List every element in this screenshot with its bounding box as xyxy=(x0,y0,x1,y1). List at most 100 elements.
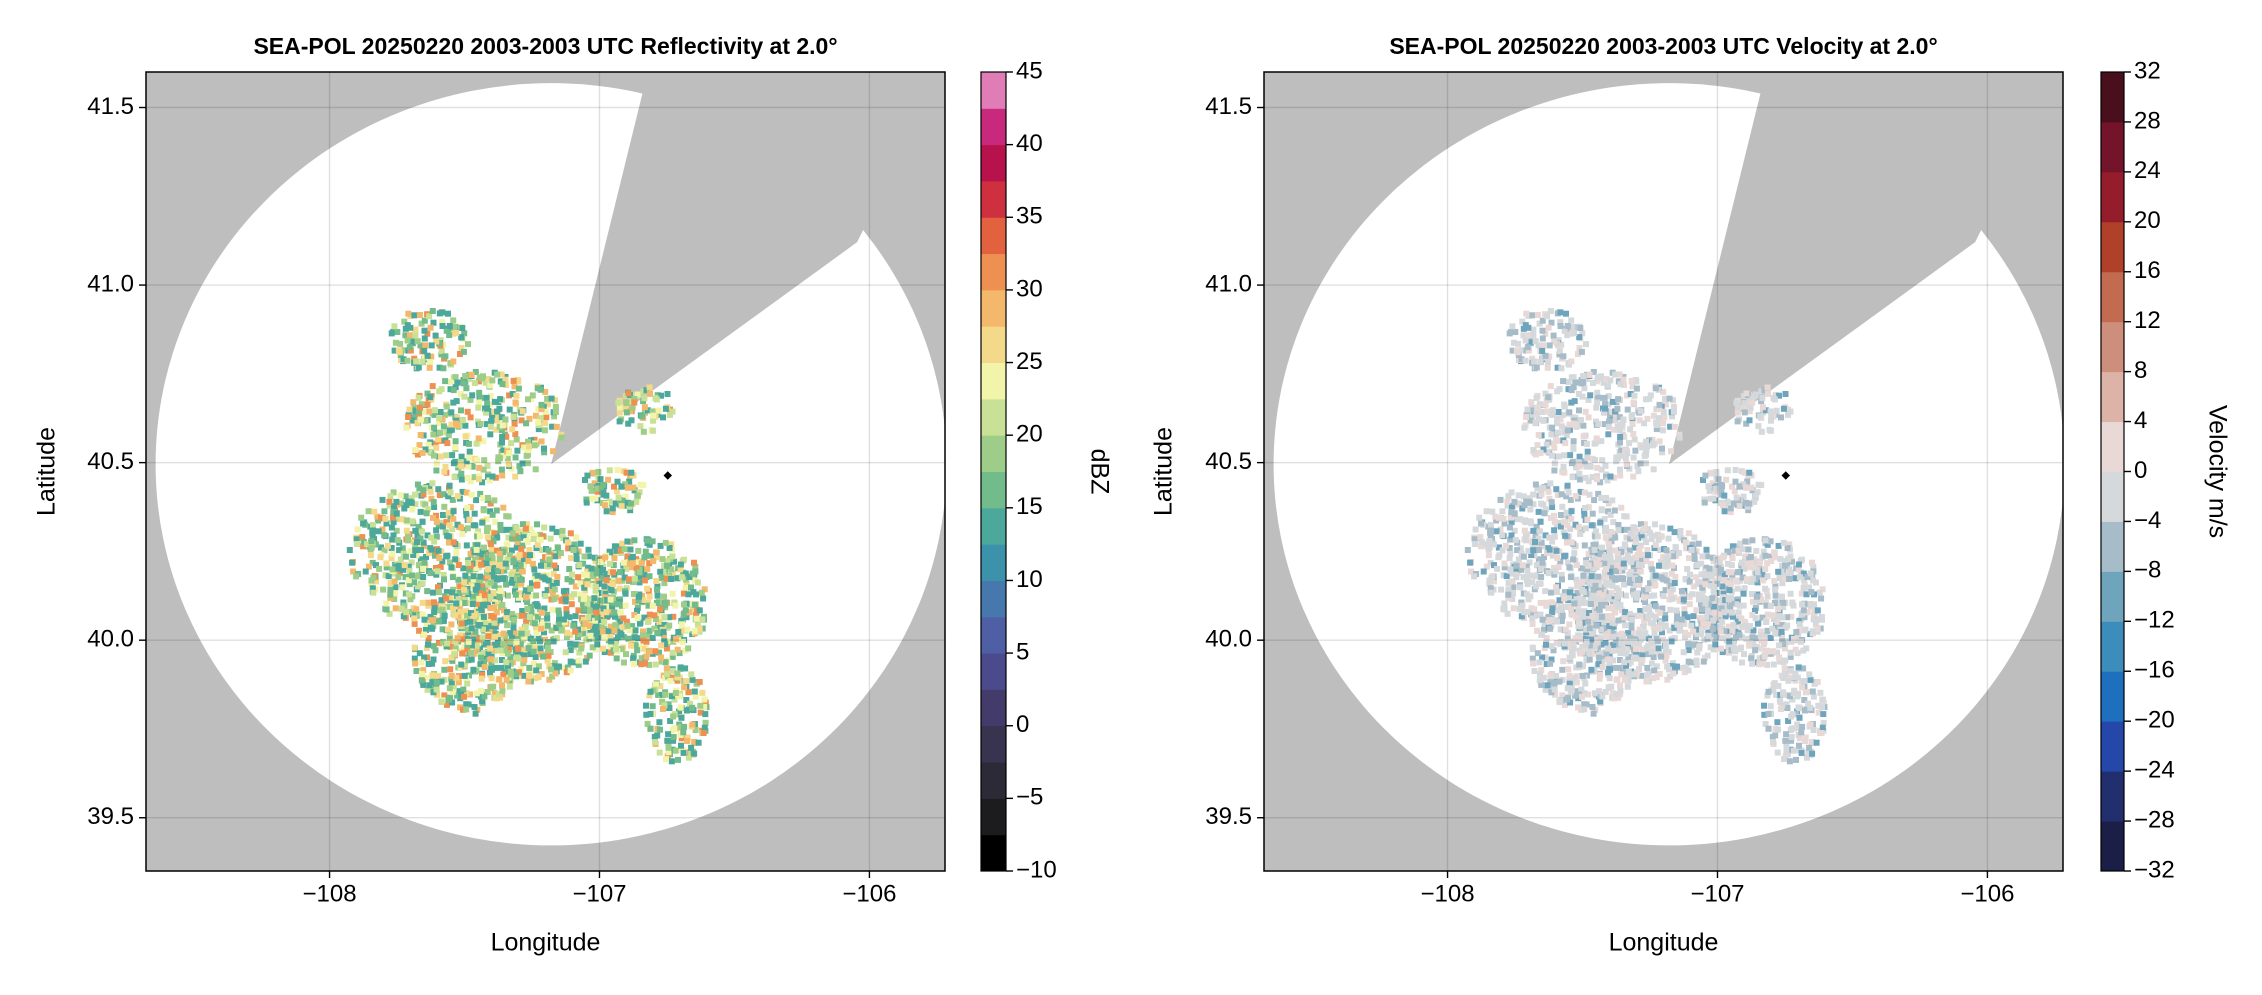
echo-cell xyxy=(1656,645,1662,651)
echo-cell xyxy=(465,341,471,347)
echo-cell xyxy=(417,650,423,656)
echo-cell xyxy=(489,552,495,558)
echo-cell xyxy=(1629,617,1635,623)
echo-cell xyxy=(1809,560,1815,566)
echo-cell xyxy=(1636,562,1642,568)
echo-cell xyxy=(1636,546,1642,552)
echo-cell xyxy=(1579,579,1585,585)
echo-cell xyxy=(449,589,455,595)
echo-cell xyxy=(1520,562,1526,568)
echo-cell xyxy=(429,661,435,667)
echo-cell xyxy=(553,409,559,415)
echo-cell xyxy=(1467,560,1473,566)
echo-cell xyxy=(394,329,400,335)
echo-cell xyxy=(561,617,567,623)
echo-cell xyxy=(456,562,462,568)
echo-cell xyxy=(644,586,650,592)
echo-cell xyxy=(684,708,690,714)
echo-cell xyxy=(476,596,482,602)
echo-cell xyxy=(678,664,684,670)
echo-cell xyxy=(1772,587,1778,593)
echo-cell xyxy=(526,665,532,671)
echo-cell xyxy=(1651,466,1657,472)
echo-cell xyxy=(1612,508,1618,514)
echo-cell xyxy=(587,608,593,614)
echo-cell xyxy=(1617,440,1623,446)
echo-cell xyxy=(488,656,494,662)
echo-cell xyxy=(418,432,424,438)
colorbar-tick-label: −10 xyxy=(1016,856,1057,883)
echo-cell xyxy=(1530,547,1536,553)
echo-cell xyxy=(499,440,505,446)
echo-cell xyxy=(420,580,426,586)
echo-cell xyxy=(1788,591,1794,597)
echo-cell xyxy=(1686,555,1692,561)
echo-cell xyxy=(1761,654,1767,660)
echo-cell xyxy=(1632,437,1638,443)
echo-cell xyxy=(411,615,417,621)
echo-cell xyxy=(1511,499,1517,505)
echo-cell xyxy=(431,599,437,605)
colorbar-segment xyxy=(981,108,1006,145)
echo-cell xyxy=(1626,440,1632,446)
echo-cell xyxy=(531,536,537,542)
echo-cell xyxy=(355,527,361,533)
echo-cell xyxy=(623,603,629,609)
echo-cell xyxy=(1651,654,1657,660)
echo-cell xyxy=(1498,497,1504,503)
echo-cell xyxy=(402,562,408,568)
echo-cell xyxy=(631,485,637,491)
echo-cell xyxy=(615,400,621,406)
echo-cell xyxy=(414,668,420,674)
echo-cell xyxy=(1704,547,1710,553)
echo-cell xyxy=(619,632,625,638)
echo-cell xyxy=(541,525,547,531)
echo-cell xyxy=(1679,617,1685,623)
echo-cell xyxy=(612,555,618,561)
echo-cell xyxy=(1689,591,1695,597)
echo-cell xyxy=(383,561,389,567)
echo-cell xyxy=(444,440,450,446)
echo-cell xyxy=(1586,650,1592,656)
echo-cell xyxy=(1614,406,1620,412)
echo-cell xyxy=(513,400,519,406)
echo-cell xyxy=(518,546,524,552)
echo-cell xyxy=(1527,573,1533,579)
echo-cell xyxy=(491,497,497,503)
echo-cell xyxy=(463,433,469,439)
echo-cell xyxy=(399,584,405,590)
echo-cell xyxy=(476,476,482,482)
echo-cell xyxy=(419,677,425,683)
echo-cell xyxy=(1625,684,1631,690)
echo-cell xyxy=(1551,527,1557,533)
echo-cell xyxy=(1564,697,1570,703)
echo-cell xyxy=(545,647,551,653)
echo-cell xyxy=(568,530,574,536)
echo-cell xyxy=(1606,656,1612,662)
colorbar-segment xyxy=(981,508,1006,545)
echo-cell xyxy=(671,734,677,740)
echo-cell xyxy=(1627,426,1633,432)
echo-cell xyxy=(1552,460,1558,466)
echo-cell xyxy=(473,587,479,593)
echo-cell xyxy=(1760,661,1766,667)
echo-cell xyxy=(477,533,483,539)
echo-cell xyxy=(481,694,487,700)
echo-cell xyxy=(1729,610,1735,616)
echo-cell xyxy=(504,622,510,628)
echo-cell xyxy=(1568,574,1574,580)
echo-cell xyxy=(431,643,437,649)
echo-cell xyxy=(549,396,555,402)
echo-cell xyxy=(1581,701,1587,707)
echo-cell xyxy=(667,412,673,418)
echo-cell xyxy=(1538,580,1544,586)
echo-cell xyxy=(1638,408,1644,414)
colorbar-tick-label: 25 xyxy=(1016,348,1043,375)
echo-cell xyxy=(425,600,431,606)
echo-cell xyxy=(543,593,549,599)
echo-cell xyxy=(1769,612,1775,618)
echo-cell xyxy=(435,568,441,574)
echo-cell xyxy=(1618,641,1624,647)
echo-cell xyxy=(1533,573,1539,579)
echo-cell xyxy=(1702,572,1708,578)
